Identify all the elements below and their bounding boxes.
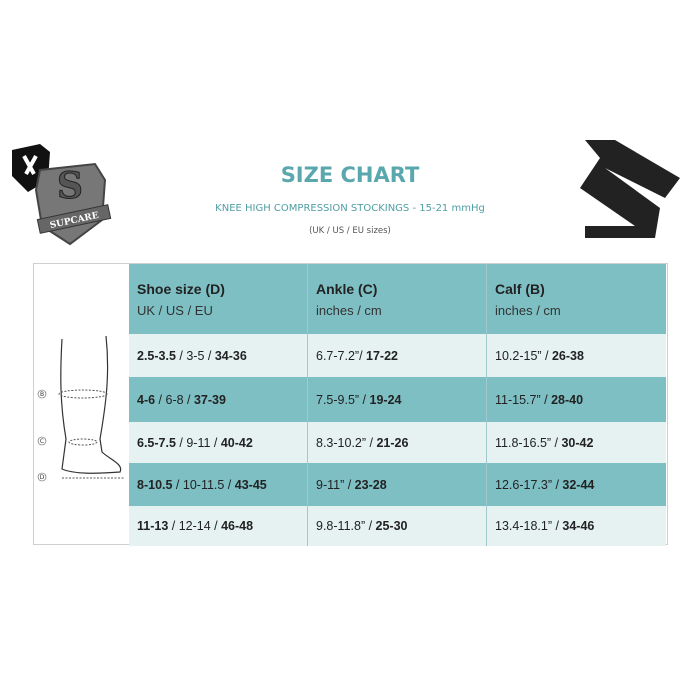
table-cell: 6.5-7.5 / 9-11 / 40-42 (129, 422, 308, 463)
cell-value: 11-15.7” / (495, 392, 552, 407)
table-row: 8-10.5 / 10-11.5 / 43-45 9-11” / 23-28 12.… (129, 463, 667, 506)
column-units: inches / cm (495, 302, 561, 318)
cell-value-bold: 4-6 (137, 392, 156, 407)
table-cell: 11-15.7” / 28-40 (487, 377, 666, 422)
cell-value: 7.5-9.5” / (316, 392, 370, 407)
cell-value-bold: 43-45 (234, 477, 267, 492)
cell-value: / 10-11.5 / (172, 477, 235, 492)
cell-value: 11.8-16.5” / (495, 435, 562, 450)
cell-value-bold: 17-22 (366, 348, 399, 363)
cell-value-bold: 30-42 (561, 435, 594, 450)
table-cell: 7.5-9.5” / 19-24 (308, 377, 487, 422)
table-cell: 10.2-15” / 26-38 (487, 334, 666, 377)
cell-value-bold: 26-38 (551, 348, 584, 363)
cell-value: / 12-14 / (168, 519, 222, 533)
table-cell: 13.4-18.1” / 34-46 (487, 506, 666, 546)
logo-letter: S (57, 165, 83, 207)
table-cell: 6.7-7.2”/ 17-22 (308, 334, 487, 377)
cell-value: 6.7-7.2”/ (316, 348, 367, 363)
header-ankle: Ankle (C) inches / cm (308, 264, 487, 334)
column-units: UK / US / EU (137, 302, 213, 318)
column-title: Ankle (C) (316, 280, 378, 297)
cell-value-bold: 2.5-3.5 (137, 348, 176, 363)
cell-value-bold: 28-40 (551, 392, 584, 407)
cell-value-bold: 37-39 (193, 392, 226, 407)
cell-value: / 9-11 / (175, 435, 221, 450)
cell-value: / 6-8 / (155, 392, 194, 407)
table-cell: 4-6 / 6-8 / 37-39 (129, 377, 308, 422)
table-row: 4-6 / 6-8 / 37-39 7.5-9.5” / 19-24 11-15.7… (129, 377, 667, 422)
header-shoe-size: Shoe size (D) UK / US / EU (129, 264, 308, 334)
cell-value-bold: 46-48 (221, 519, 254, 533)
table-row: 6.5-7.5 / 9-11 / 40-42 8.3-10.2” / 21-26 1… (129, 422, 667, 463)
table-header: Shoe size (D) UK / US / EU Ankle (C) inche… (129, 264, 667, 334)
marker-d: D (40, 474, 45, 481)
table-cell: 2.5-3.5 / 3-5 / 34-36 (129, 334, 308, 377)
table-row: 2.5-3.5 / 3-5 / 34-36 6.7-7.2”/ 17-22 10.2… (129, 334, 667, 377)
cell-value-bold: 34-36 (214, 348, 247, 363)
column-title: Shoe size (D) (137, 280, 225, 297)
cell-value-bold: 6.5-7.5 (137, 435, 176, 450)
page-title: SIZE CHART (280, 163, 420, 187)
cell-value: 9.8-11.8” / (316, 519, 376, 533)
cell-value-bold: 21-26 (376, 435, 409, 450)
column-units: inches / cm (316, 302, 382, 318)
table-cell: 9.8-11.8” / 25-30 (308, 506, 487, 546)
table-cell: 8-10.5 / 10-11.5 / 43-45 (129, 463, 308, 506)
cell-value: 13.4-18.1” / (495, 519, 563, 533)
marker-c: C (40, 438, 44, 445)
cell-value-bold: 23-28 (354, 477, 387, 492)
header-calf: Calf (B) inches / cm (487, 264, 666, 334)
page-subtitle: KNEE HIGH COMPRESSION STOCKINGS - 15-21 … (215, 203, 485, 214)
cell-value: 12.6-17.3” / (495, 477, 563, 492)
marker-b: B (40, 391, 44, 398)
table-row: 11-13 / 12-14 / 46-48 9.8-11.8” / 25-30 13… (129, 506, 667, 546)
cell-value-bold: 32-44 (562, 477, 595, 492)
cell-value-bold: 34-46 (562, 519, 595, 533)
size-note: (UK / US / EU sizes) (309, 226, 391, 236)
cell-value: 9-11” / (316, 477, 355, 492)
table-cell: 9-11” / 23-28 (308, 463, 487, 506)
table-cell: 12.6-17.3” / 32-44 (487, 463, 666, 506)
cell-value-bold: 25-30 (375, 519, 408, 533)
measuring-tape-image (580, 140, 680, 238)
cell-value: / 3-5 / (175, 348, 215, 363)
table-cell: 8.3-10.2” / 21-26 (308, 422, 487, 463)
cell-value-bold: 40-42 (220, 435, 253, 450)
table-cell: 11-13 / 12-14 / 46-48 (129, 506, 308, 546)
cell-value: 10.2-15” / (495, 348, 552, 363)
cell-value: 8.3-10.2” / (316, 435, 377, 450)
size-table: B C D Shoe size (D) UK / US / EU Ankle (C… (33, 263, 668, 546)
column-title: Calf (B) (495, 280, 545, 297)
cell-value-bold: 19-24 (369, 392, 402, 407)
supcare-logo: S SUPCARE (12, 144, 112, 246)
table-cell: 11.8-16.5” / 30-42 (487, 422, 666, 463)
cell-value-bold: 11-13 (137, 519, 169, 533)
leg-diagram: B C D (34, 264, 129, 544)
cell-value-bold: 8-10.5 (137, 477, 173, 492)
